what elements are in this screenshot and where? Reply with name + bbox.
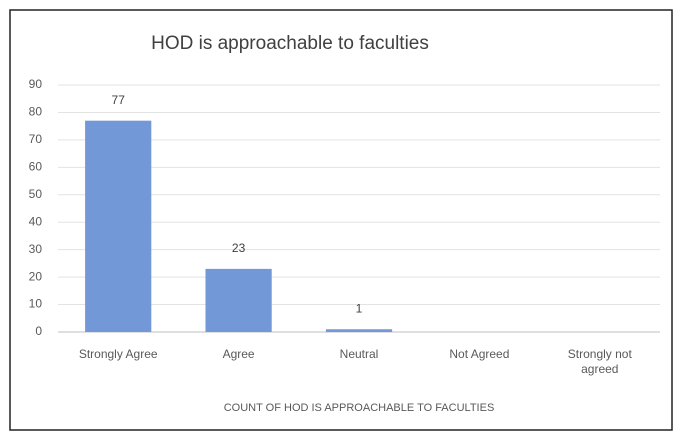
- chart-title: HOD is approachable to faculties: [151, 33, 429, 54]
- data-label: 1: [356, 301, 363, 315]
- y-tick-label: 10: [29, 297, 43, 311]
- bar: [205, 268, 272, 332]
- x-tick-label: Agree: [222, 347, 255, 361]
- y-tick-label: 40: [29, 214, 43, 228]
- y-tick-label: 0: [35, 324, 42, 338]
- y-tick-label: 60: [29, 160, 43, 174]
- x-tick-label: Strongly Agree: [78, 347, 158, 361]
- x-tick-label: Not Agreed: [449, 347, 510, 361]
- x-tick-label: Strongly not agreed: [567, 347, 632, 376]
- bar: [325, 329, 393, 332]
- data-label: 77: [112, 93, 126, 107]
- y-tick-label: 50: [29, 187, 43, 201]
- y-tick-label: 20: [29, 269, 43, 283]
- bar: [85, 120, 152, 332]
- y-tick-label: 30: [29, 242, 43, 256]
- x-axis-label: COUNT OF HOD IS APPROACHABLE TO FACULTIE…: [224, 402, 495, 414]
- y-tick-label: 80: [29, 105, 43, 119]
- y-tick-label: 90: [29, 77, 43, 91]
- data-label: 23: [232, 241, 246, 255]
- x-tick-label: Neutral: [339, 347, 379, 361]
- y-tick-label: 70: [29, 132, 43, 146]
